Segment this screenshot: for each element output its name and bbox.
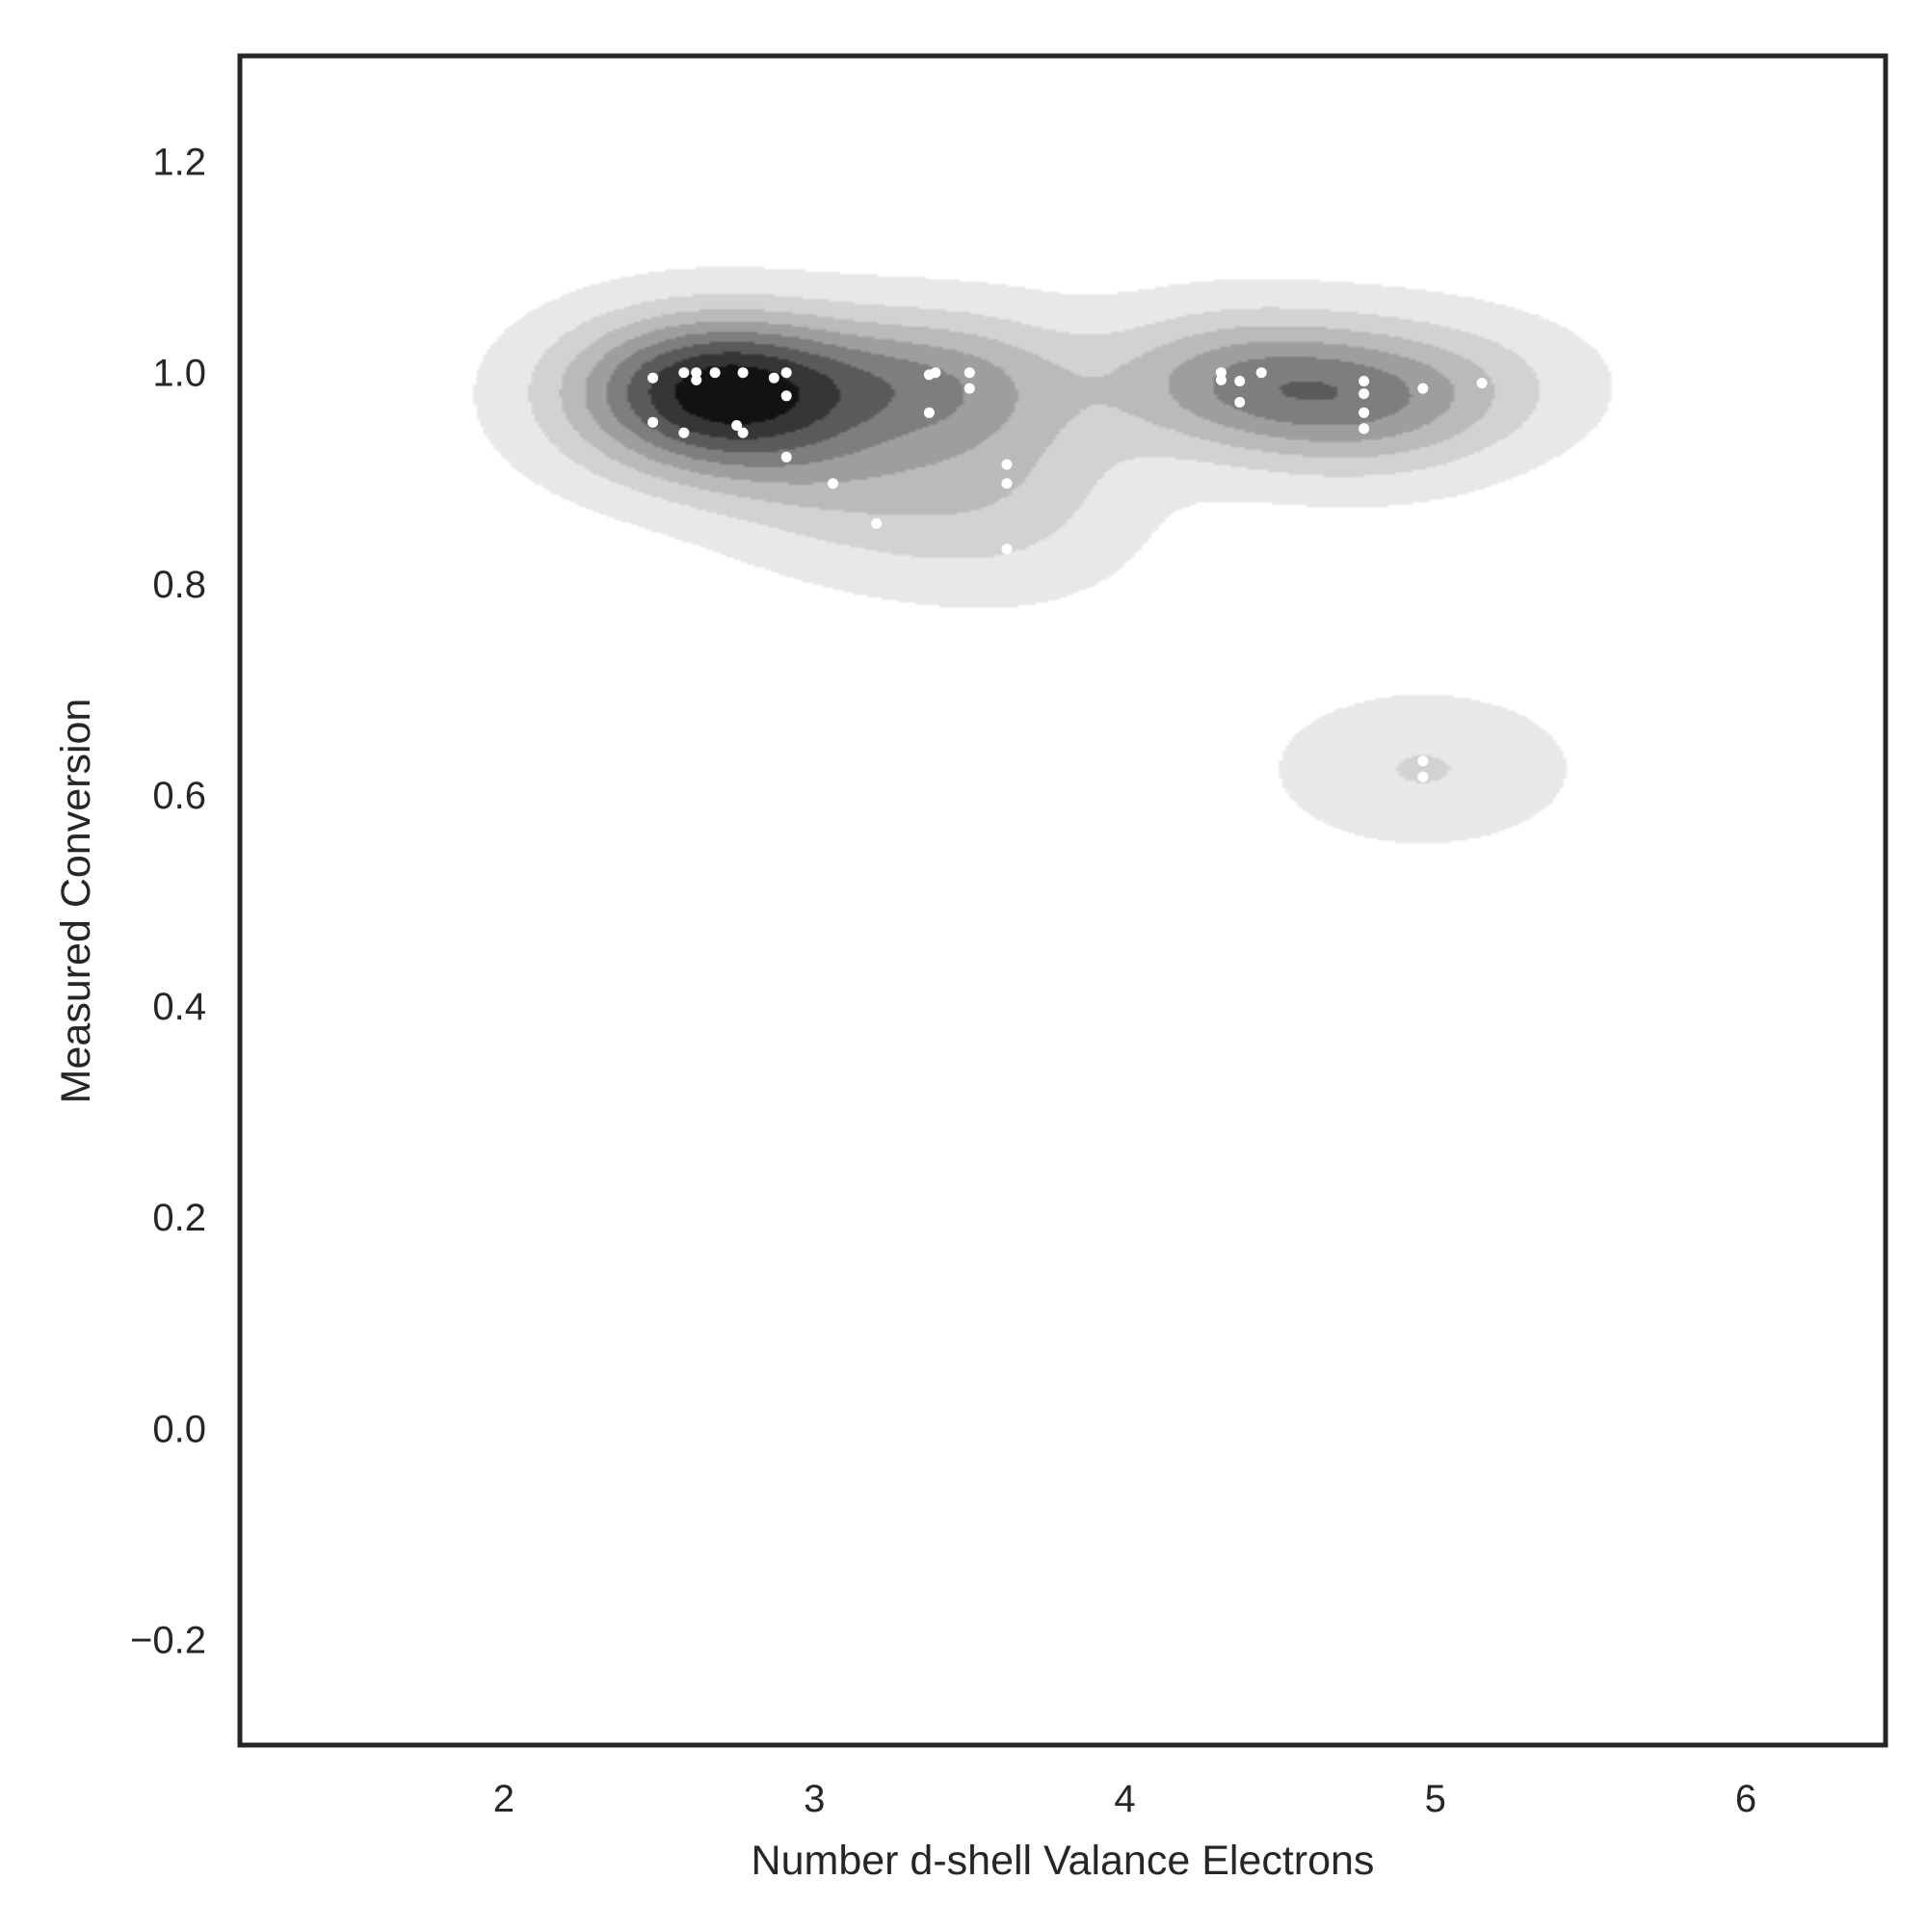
data-point: [828, 478, 838, 490]
y-tick-label: 0.4: [152, 986, 206, 1028]
x-tick-label: 3: [804, 1778, 825, 1820]
data-point: [647, 372, 659, 384]
y-axis-label: Measured Conversion: [53, 699, 99, 1104]
x-tick-label: 4: [1114, 1778, 1135, 1820]
y-tick-label: 1.2: [152, 142, 206, 184]
data-point: [678, 427, 690, 438]
data-point: [1359, 407, 1370, 418]
data-point: [1001, 459, 1013, 470]
x-tick-label: 2: [493, 1778, 515, 1820]
density-raster: [240, 56, 1886, 1059]
data-point: [678, 367, 690, 379]
data-point: [737, 427, 749, 438]
y-tick-label: 0.0: [152, 1408, 206, 1450]
data-point: [930, 367, 941, 379]
data-point: [1359, 423, 1370, 435]
y-tick-label: −0.2: [130, 1619, 206, 1661]
data-point: [737, 367, 749, 379]
data-point: [768, 372, 779, 384]
data-point: [1234, 376, 1246, 386]
data-point: [1234, 396, 1246, 408]
data-point: [1001, 478, 1013, 490]
data-point: [964, 367, 975, 379]
x-axis-ticks: 2 3 4 5 6: [493, 1778, 1756, 1820]
data-point: [709, 367, 721, 379]
y-tick-label: 1.0: [152, 353, 206, 395]
data-point: [1215, 367, 1227, 379]
data-point: [923, 407, 935, 418]
x-axis-label: Number d-shell Valance Electrons: [752, 1838, 1375, 1884]
data-point: [1476, 378, 1488, 389]
data-point: [691, 374, 702, 385]
data-point: [964, 383, 975, 394]
data-point: [780, 390, 792, 402]
data-point: [871, 517, 883, 529]
data-point: [1255, 367, 1267, 379]
data-point: [780, 367, 792, 379]
data-point: [780, 451, 792, 463]
y-tick-label: 0.6: [152, 775, 206, 817]
density-contours: [240, 56, 1886, 1059]
data-point: [1001, 543, 1013, 555]
data-point: [1417, 383, 1429, 394]
data-point: [1417, 755, 1429, 767]
y-tick-label: 0.2: [152, 1197, 206, 1239]
data-point: [1359, 388, 1370, 400]
plot-frame: [237, 53, 1888, 1748]
x-tick-label: 5: [1425, 1778, 1446, 1820]
data-point: [1359, 376, 1370, 386]
data-point: [731, 420, 743, 431]
scatter-points: [647, 367, 1488, 782]
x-tick-label: 6: [1735, 1778, 1756, 1820]
data-point: [691, 367, 702, 379]
y-tick-label: 0.8: [152, 564, 206, 606]
data-point: [1215, 374, 1227, 385]
data-point: [1417, 771, 1429, 782]
y-axis-ticks: −0.2 0.0 0.2 0.4 0.6 0.8 1.0 1.2: [130, 142, 206, 1662]
data-point: [647, 416, 659, 428]
